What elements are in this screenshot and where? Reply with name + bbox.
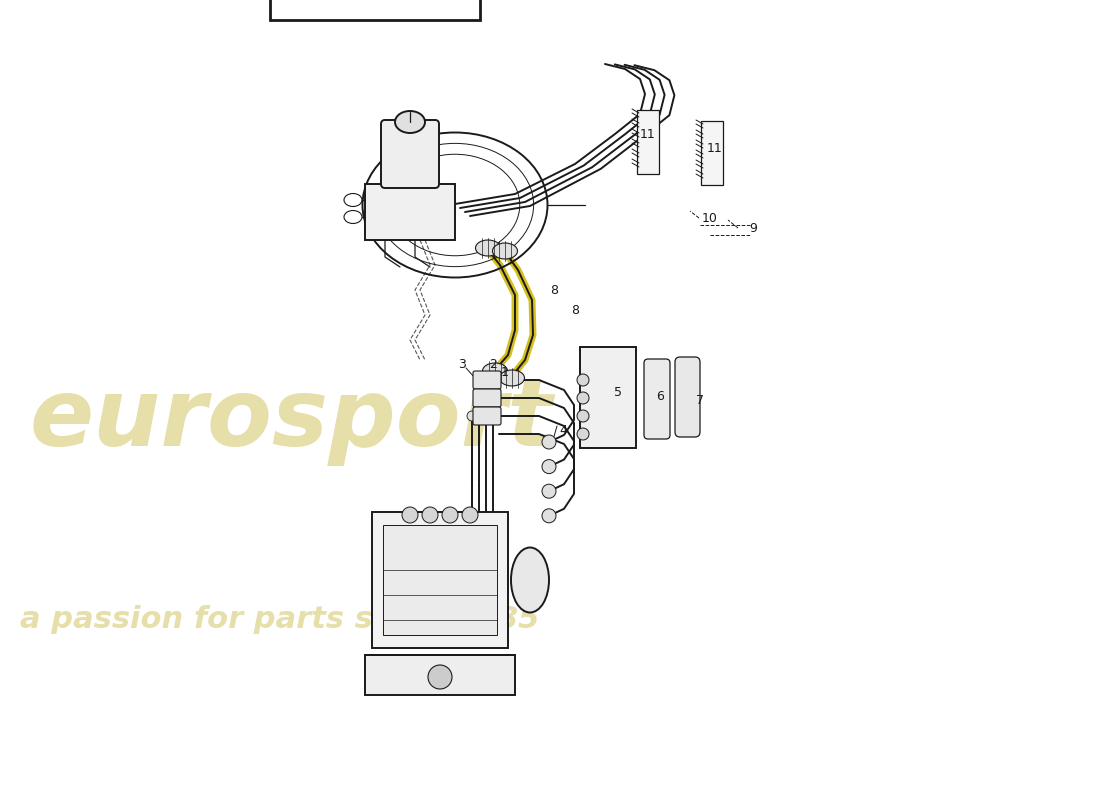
Circle shape — [542, 484, 556, 498]
Circle shape — [442, 507, 458, 523]
Ellipse shape — [475, 240, 500, 256]
Bar — [270, 0, 480, 20]
FancyBboxPatch shape — [473, 389, 500, 407]
Circle shape — [481, 411, 491, 421]
Ellipse shape — [512, 547, 549, 613]
Circle shape — [542, 435, 556, 449]
Text: 8: 8 — [550, 283, 558, 297]
Circle shape — [422, 507, 438, 523]
Circle shape — [468, 411, 477, 421]
Text: 5: 5 — [614, 386, 622, 398]
FancyBboxPatch shape — [637, 110, 659, 174]
Circle shape — [542, 459, 556, 474]
Ellipse shape — [499, 370, 525, 386]
Text: 11: 11 — [640, 129, 656, 142]
Text: 6: 6 — [656, 390, 664, 402]
Text: 3: 3 — [458, 358, 466, 371]
Text: 11: 11 — [707, 142, 723, 155]
FancyBboxPatch shape — [675, 357, 700, 437]
Text: 7: 7 — [696, 394, 704, 406]
Circle shape — [488, 411, 498, 421]
Text: 9: 9 — [749, 222, 757, 234]
Text: 2: 2 — [490, 358, 497, 371]
Circle shape — [578, 374, 588, 386]
FancyBboxPatch shape — [473, 407, 500, 425]
Text: eurosport: eurosport — [30, 374, 553, 466]
Ellipse shape — [493, 243, 517, 259]
FancyBboxPatch shape — [372, 512, 508, 648]
Circle shape — [462, 507, 478, 523]
FancyBboxPatch shape — [473, 371, 500, 389]
FancyBboxPatch shape — [580, 347, 636, 448]
Ellipse shape — [395, 111, 425, 133]
Text: 10: 10 — [702, 211, 718, 225]
FancyBboxPatch shape — [365, 184, 455, 240]
Circle shape — [474, 411, 484, 421]
Text: 8: 8 — [571, 303, 579, 317]
Circle shape — [542, 509, 556, 523]
Text: 1: 1 — [502, 366, 509, 378]
FancyBboxPatch shape — [365, 655, 515, 695]
Circle shape — [578, 410, 588, 422]
Ellipse shape — [483, 363, 507, 379]
Circle shape — [428, 665, 452, 689]
FancyBboxPatch shape — [381, 120, 439, 188]
Text: 4: 4 — [559, 423, 566, 437]
Circle shape — [578, 428, 588, 440]
Text: a passion for parts since 1985: a passion for parts since 1985 — [20, 606, 539, 634]
FancyBboxPatch shape — [383, 525, 497, 635]
FancyBboxPatch shape — [701, 121, 723, 185]
Circle shape — [402, 507, 418, 523]
Circle shape — [578, 392, 588, 404]
FancyBboxPatch shape — [644, 359, 670, 439]
